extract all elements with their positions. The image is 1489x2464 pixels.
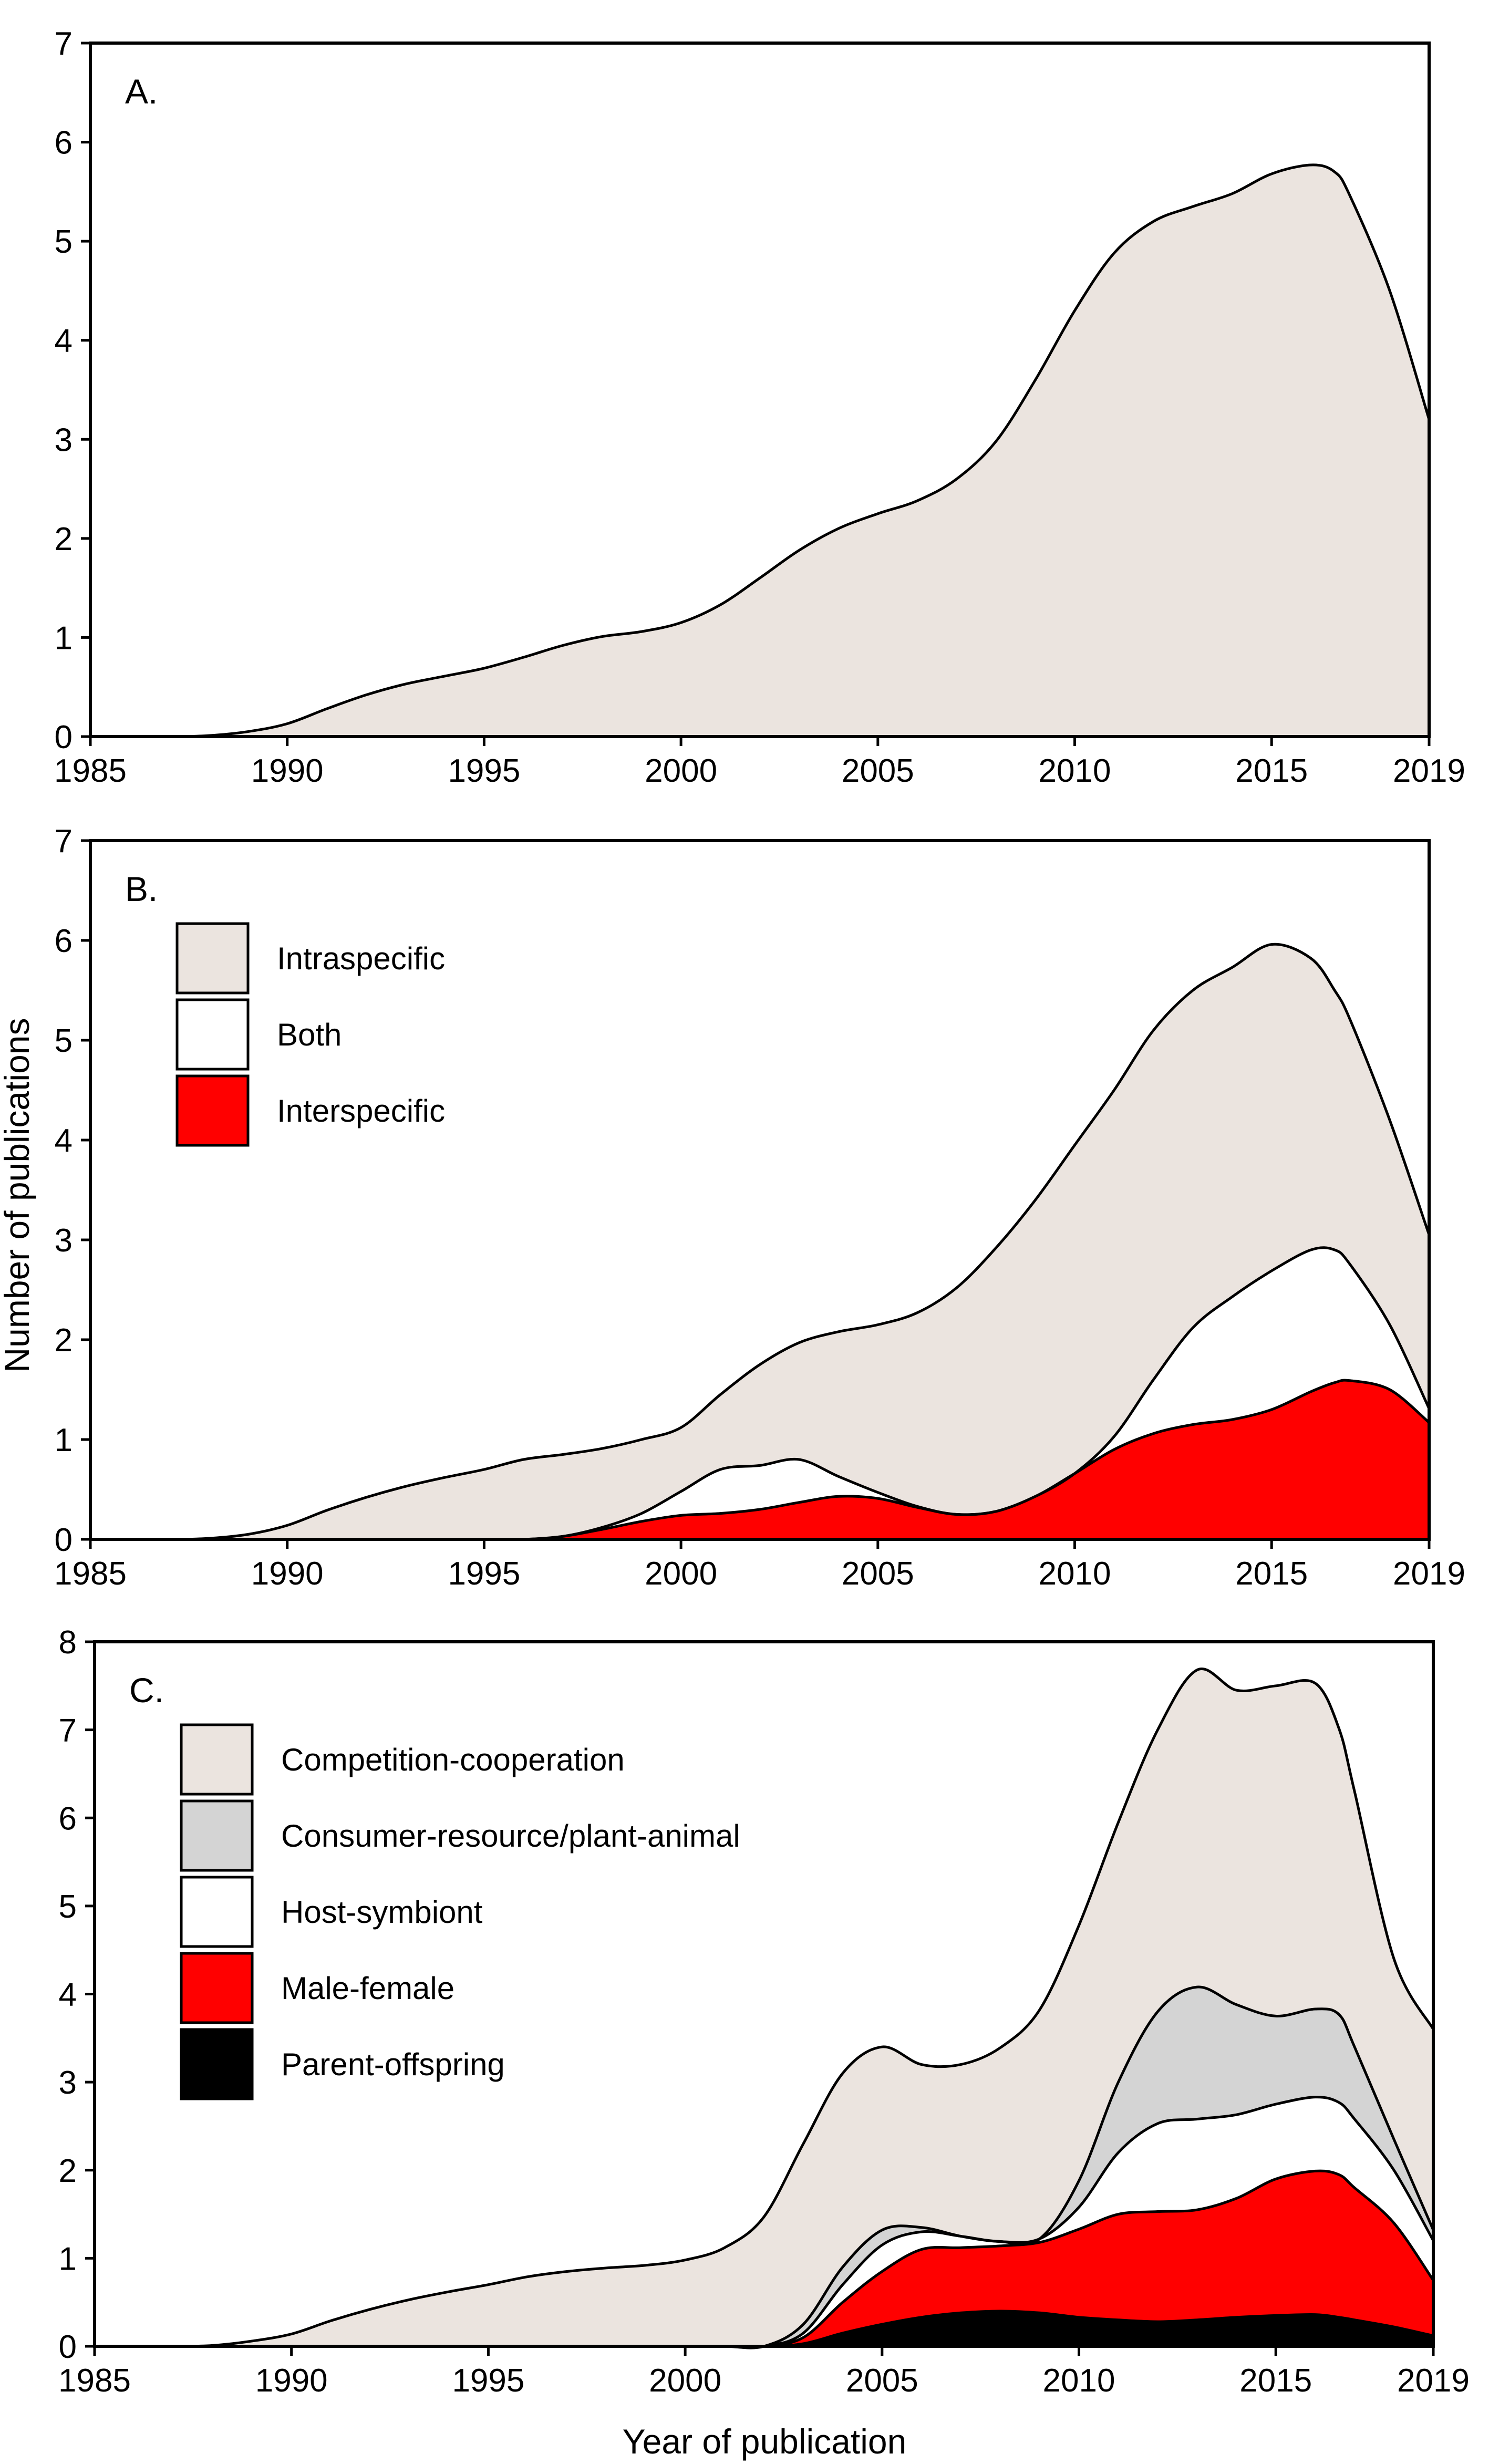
y-tick-label: 1	[55, 620, 73, 656]
legend-swatch	[180, 1799, 254, 1872]
panel-b: 0 1 2 3 4 5 6 7 1985 1990 1995 2000 2005 2010 2015 2019…	[54, 823, 1465, 1592]
y-tick-label: 4	[55, 1123, 73, 1159]
x-tick-label: 1990	[255, 2363, 328, 2399]
y-tick-label: 2	[55, 1322, 73, 1359]
y-tick-label: 7	[55, 26, 73, 62]
plot-frame	[89, 839, 1431, 1541]
x-tick-label: 2005	[842, 753, 914, 789]
y-tick-label: 1	[59, 2241, 77, 2277]
y-tick-label: 5	[59, 1889, 77, 1925]
legend-swatch	[180, 1723, 254, 1796]
x-tick-label: 1985	[54, 753, 127, 789]
y-tick-label: 5	[55, 224, 73, 260]
y-tick-label: 2	[59, 2153, 77, 2189]
legend-swatch	[175, 998, 250, 1071]
panel-label: B.	[125, 869, 158, 908]
y-tick-label: 6	[55, 125, 73, 161]
legend-swatch	[175, 922, 250, 995]
area-intraspecific	[90, 164, 1429, 737]
panel-label: A.	[125, 72, 158, 111]
line-intraspecific	[90, 943, 1431, 1541]
panel-label: C.	[129, 1671, 164, 1710]
x-tick-label: 2000	[645, 1556, 717, 1592]
y-tick-label: 3	[55, 1223, 73, 1259]
y-axis-label: Number of publications	[0, 1018, 36, 1372]
area-layers	[90, 164, 1429, 737]
y-tick-label: 8	[59, 1624, 77, 1661]
x-tick-label: 2019	[1397, 2363, 1470, 2399]
plot-frame	[89, 42, 1431, 738]
legend-label: Host-symbiont	[281, 1894, 483, 1930]
x-tick-label: 2010	[1039, 753, 1111, 789]
legend-label: Interspecific	[277, 1093, 445, 1129]
y-tick-label: 0	[55, 1522, 73, 1558]
legend: Competition-cooperation Consumer-resource…	[180, 1723, 740, 2100]
x-tick-label: 1995	[448, 1556, 520, 1592]
y-tick-label: 5	[55, 1023, 73, 1059]
x-tick-label: 2015	[1235, 1556, 1308, 1592]
legend-label: Parent-offspring	[281, 2047, 505, 2082]
x-tick-label: 2019	[1393, 1556, 1465, 1592]
legend-label: Intraspecific	[277, 941, 445, 976]
y-tick-label: 7	[55, 823, 73, 860]
y-tick-label: 0	[59, 2329, 77, 2365]
y-tick-label: 0	[55, 719, 73, 755]
x-tick-label: 1990	[251, 753, 324, 789]
y-tick-label: 3	[55, 422, 73, 458]
y-tick-label: 4	[55, 323, 73, 359]
y-tick-label: 6	[59, 1800, 77, 1837]
legend-swatch	[180, 1876, 254, 1948]
x-tick-label: 2015	[1239, 2363, 1312, 2399]
legend-swatch	[175, 1074, 250, 1147]
x-tick-label: 1985	[58, 2363, 131, 2399]
legend-label: Consumer-resource/plant-animal	[281, 1818, 740, 1854]
x-tick-label: 2015	[1235, 753, 1308, 789]
x-tick-label: 2019	[1393, 753, 1465, 789]
line-intraspecific	[90, 163, 1431, 738]
y-tick-label: 3	[59, 2065, 77, 2101]
x-tick-label: 2000	[649, 2363, 721, 2399]
legend-swatch	[180, 2028, 254, 2100]
area-intraspecific	[90, 944, 1429, 1540]
legend-label: Competition-cooperation	[281, 1742, 625, 1777]
x-tick-label: 2005	[842, 1556, 914, 1592]
area-layers	[90, 944, 1429, 1540]
area-interspecific	[90, 1380, 1429, 1540]
y-tick-label: 6	[55, 923, 73, 959]
y-tick-label: 2	[55, 521, 73, 557]
y-tick-label: 1	[55, 1422, 73, 1458]
x-tick-label: 2010	[1039, 1556, 1111, 1592]
panel-a: 0 1 2 3 4 5 6 7 1985 1990 1995 2000 2005 2010 2015 2019…	[54, 26, 1465, 789]
area-male-female	[95, 2171, 1433, 2347]
legend-swatch	[180, 1952, 254, 2024]
x-tick-label: 1990	[251, 1556, 324, 1592]
legend-label: Male-female	[281, 1971, 454, 2006]
legend-label: Both	[277, 1017, 342, 1052]
panel-c: 0 1 2 3 4 5 6 7 8 1985 1990 1995 2000 2005 2010 2015 201…	[58, 1624, 1470, 2399]
y-tick-label: 4	[59, 1977, 77, 2013]
x-tick-label: 1985	[54, 1556, 127, 1592]
x-axis-label: Year of publication	[623, 2422, 907, 2461]
y-tick-label: 7	[59, 1713, 77, 1749]
x-tick-label: 2010	[1043, 2363, 1115, 2399]
line-competition-cooperation	[94, 1668, 1435, 2348]
x-tick-label: 2000	[645, 753, 717, 789]
legend: Intraspecific Both Interspecific	[175, 922, 445, 1147]
x-tick-label: 2005	[846, 2363, 918, 2399]
x-tick-label: 1995	[452, 2363, 524, 2399]
x-tick-label: 1995	[448, 753, 520, 789]
